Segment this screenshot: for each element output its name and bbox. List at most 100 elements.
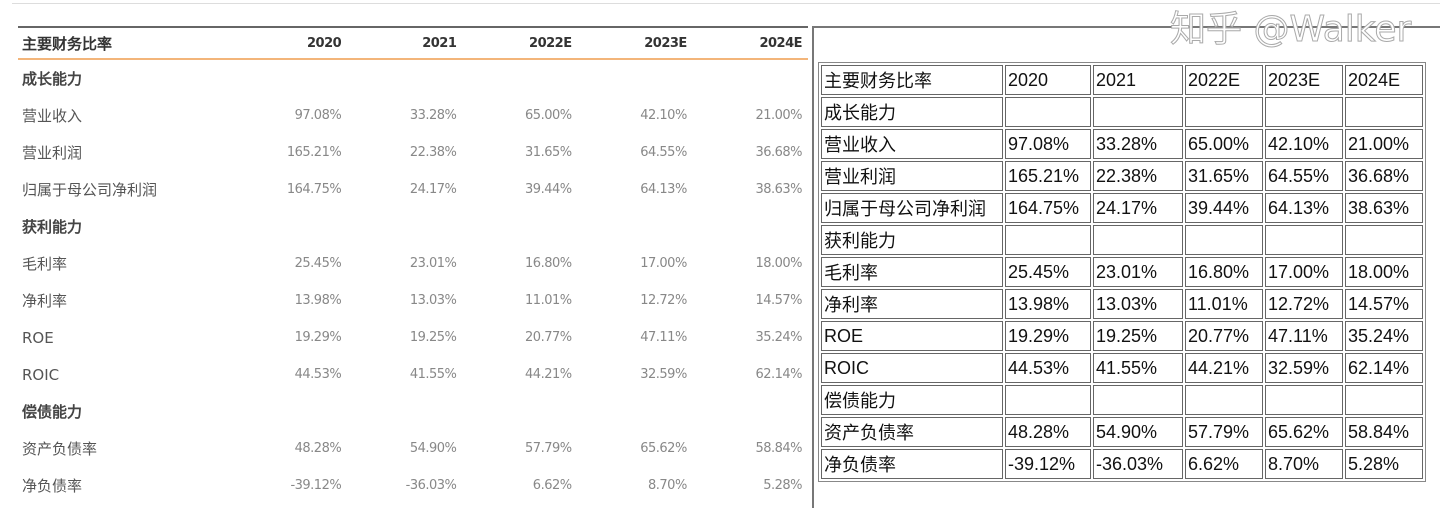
cell-value: 24.17% (409, 182, 457, 197)
cell-value: -36.03% (1093, 449, 1183, 479)
cell-value: 22.38% (1093, 161, 1183, 191)
cell-value: 165.21% (1005, 161, 1091, 191)
header-year: 2021 (1093, 65, 1183, 95)
row-label: ROE (22, 328, 54, 347)
row-label: 净利率 (821, 289, 1003, 319)
table-row: 资产负债率 48.28% 54.90% 57.79% 65.62% 58.84% (821, 417, 1423, 447)
row-label: ROE (821, 321, 1003, 351)
cell-value: 54.90% (409, 441, 457, 456)
cell-value: 44.21% (1185, 353, 1263, 383)
table-row: 毛利率 25.45% 23.01% 16.80% 17.00% 18.00% (821, 257, 1423, 287)
cell-value: 33.28% (409, 108, 457, 123)
cell-value (1005, 225, 1091, 255)
table-row: 归属于母公司净利润 164.75% 24.17% 39.44% 64.13% 38.63% (18, 171, 808, 208)
cell-value: 8.70% (648, 478, 687, 493)
cell-value: 42.10% (1265, 129, 1343, 159)
cell-value: 38.63% (1345, 193, 1423, 223)
cell-value: 41.55% (1093, 353, 1183, 383)
cell-value (1005, 97, 1091, 127)
cell-value: 57.79% (525, 441, 572, 456)
cell-value: 18.00% (755, 256, 803, 271)
table-row: 资产负债率 48.28% 54.90% 57.79% 65.62% 58.84% (18, 430, 808, 467)
table-row: 营业利润 165.21% 22.38% 31.65% 64.55% 36.68% (18, 134, 808, 171)
cell-value: 44.53% (1005, 353, 1091, 383)
cell-value: 33.28% (1093, 129, 1183, 159)
cell-value: 36.68% (755, 145, 803, 160)
cell-value: 65.62% (1265, 417, 1343, 447)
row-label: 净利率 (22, 292, 68, 310)
cell-value: 22.38% (409, 145, 457, 160)
section-row: 获利能力 (18, 208, 808, 245)
cell-value: 38.63% (755, 182, 803, 197)
cell-value: 20.77% (1185, 321, 1263, 351)
row-label: 净负债率 (22, 477, 83, 495)
cell-value: 62.14% (755, 367, 803, 382)
row-label: 资产负债率 (821, 417, 1003, 447)
row-label: 成长能力 (821, 97, 1003, 127)
cell-value: 32.59% (1265, 353, 1343, 383)
cell-value: 21.00% (1345, 129, 1423, 159)
cell-value: 11.01% (1185, 289, 1263, 319)
cell-value: 31.65% (1185, 161, 1263, 191)
cell-value: 65.00% (1185, 129, 1263, 159)
cell-value (1265, 385, 1343, 415)
cell-value: 64.55% (640, 145, 687, 160)
cell-value (1005, 385, 1091, 415)
cell-value: 6.62% (532, 478, 572, 493)
cell-value: 39.44% (1185, 193, 1263, 223)
cell-value (1185, 385, 1263, 415)
table-row: 净负债率 -39.12% -36.03% 6.62% 8.70% 5.28% (821, 449, 1423, 479)
table-row: 营业利润 165.21% 22.38% 31.65% 64.55% 36.68% (821, 161, 1423, 191)
cell-value: 13.98% (294, 293, 342, 308)
cell-value: 164.75% (286, 182, 342, 197)
table-row: 归属于母公司净利润 164.75% 24.17% 39.44% 64.13% 38.63% (821, 193, 1423, 223)
section-row: 成长能力 (18, 60, 808, 97)
cell-value (1345, 385, 1423, 415)
cell-value: 16.80% (525, 256, 572, 271)
header-year: 2022E (529, 35, 572, 51)
row-label: 归属于母公司净利润 (821, 193, 1003, 223)
cell-value: 57.79% (1185, 417, 1263, 447)
table-row: 营业收入 97.08% 33.28% 65.00% 42.10% 21.00% (821, 129, 1423, 159)
cell-value: 23.01% (1093, 257, 1183, 287)
cell-value: 32.59% (640, 367, 687, 382)
header-year: 2023E (644, 35, 687, 51)
cell-value: 42.10% (640, 108, 687, 123)
section-row: 获利能力 (821, 225, 1423, 255)
cell-value: -36.03% (405, 478, 457, 493)
cell-value: 25.45% (294, 256, 342, 271)
cell-value (1265, 97, 1343, 127)
table-row: 净负债率 -39.12% -36.03% 6.62% 8.70% 5.28% (18, 467, 808, 504)
cell-value (1185, 97, 1263, 127)
header-year: 2024E (759, 35, 803, 51)
cell-value: -39.12% (290, 478, 342, 493)
cell-value: 13.03% (1093, 289, 1183, 319)
header-year: 2022E (1185, 65, 1263, 95)
header-year: 2024E (1345, 65, 1423, 95)
section-row: 偿债能力 (18, 393, 808, 430)
table-row: ROE 19.29% 19.25% 20.77% 47.11% 35.24% (18, 319, 808, 356)
cell-value: 36.68% (1345, 161, 1423, 191)
cell-value: 64.55% (1265, 161, 1343, 191)
cell-value: 12.72% (1265, 289, 1343, 319)
cell-value: 19.25% (1093, 321, 1183, 351)
section-row: 偿债能力 (821, 385, 1423, 415)
row-label: 毛利率 (821, 257, 1003, 287)
cell-value: 11.01% (525, 293, 572, 308)
cell-value (1345, 225, 1423, 255)
cell-value: 19.29% (294, 330, 342, 345)
table-row: 净利率 13.98% 13.03% 11.01% 12.72% 14.57% (821, 289, 1423, 319)
row-label: 净负债率 (821, 449, 1003, 479)
cell-value: 19.25% (409, 330, 457, 345)
cell-value: 39.44% (525, 182, 572, 197)
cell-value: 17.00% (640, 256, 687, 271)
cell-value: 65.62% (640, 441, 687, 456)
header-label: 主要财务比率 (22, 34, 113, 53)
header-label: 主要财务比率 (821, 65, 1003, 95)
cell-value: 64.13% (1265, 193, 1343, 223)
cell-value: -39.12% (1005, 449, 1091, 479)
cell-value (1093, 385, 1183, 415)
table-header-row: 主要财务比率 2020 2021 2022E 2023E 2024E (18, 28, 808, 60)
cell-value: 14.57% (755, 293, 803, 308)
table-row: 营业收入 97.08% 33.28% 65.00% 42.10% 21.00% (18, 97, 808, 134)
